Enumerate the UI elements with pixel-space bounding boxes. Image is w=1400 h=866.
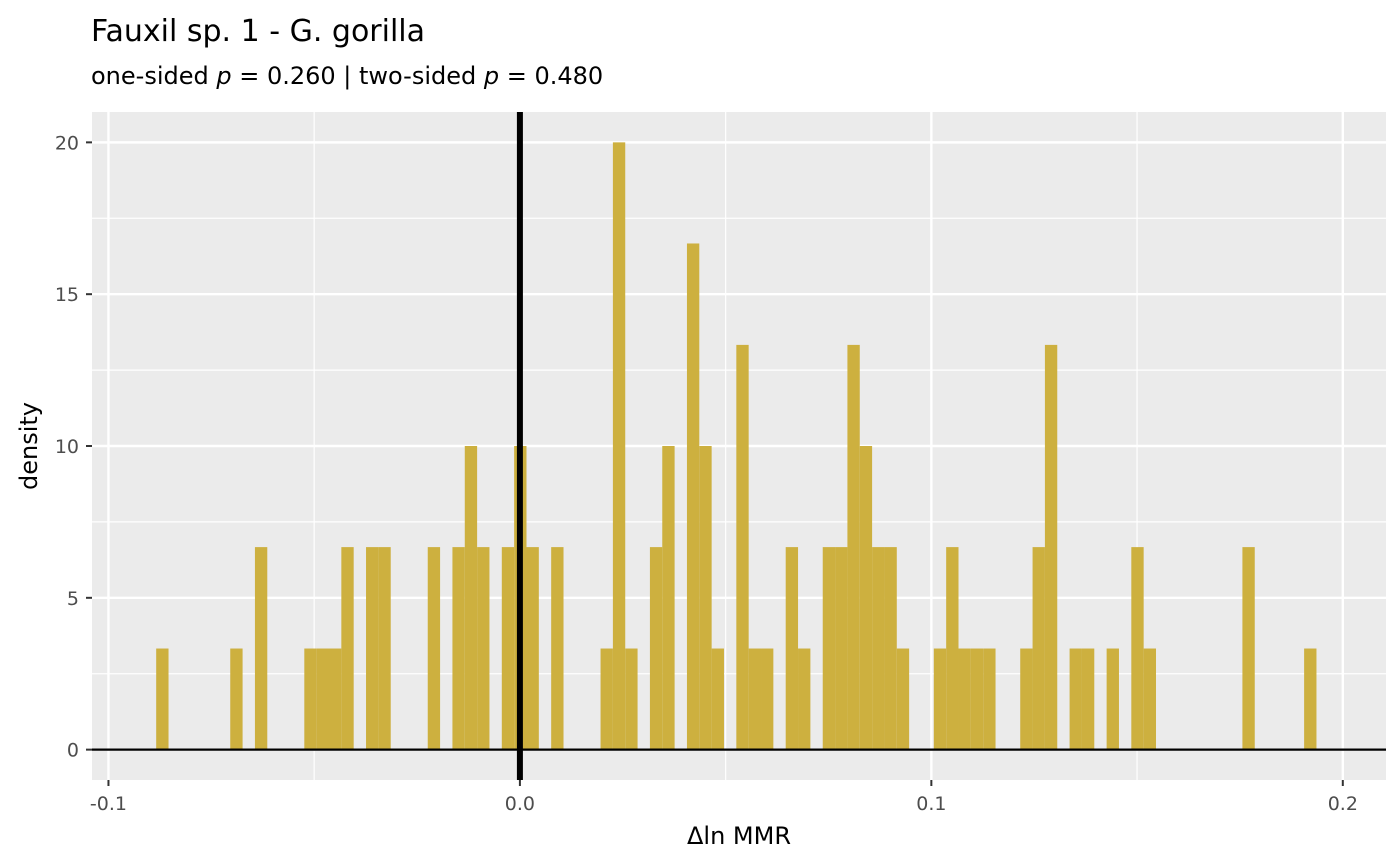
histogram-bar	[1304, 648, 1317, 750]
x-tick-label: 0.0	[505, 793, 535, 815]
histogram-bar	[1081, 648, 1095, 750]
histogram-bar	[625, 648, 638, 750]
subtitle-two-sided-value: = 0.480	[499, 62, 603, 90]
histogram-bar	[464, 446, 478, 750]
histogram-bar	[896, 648, 910, 750]
y-tick-label: 0	[67, 740, 79, 762]
subtitle-separator: | two-sided	[336, 62, 484, 90]
y-tick-label: 10	[55, 436, 79, 458]
histogram-bar	[970, 648, 984, 750]
x-tick-label: 0.1	[916, 793, 946, 815]
histogram-bar	[958, 648, 971, 750]
histogram-bar	[612, 142, 626, 750]
histogram-bar	[859, 446, 873, 750]
subtitle-p-symbol-one: p	[215, 62, 231, 90]
histogram-bar	[1242, 547, 1255, 750]
histogram-bar	[946, 547, 959, 750]
histogram-bar	[378, 547, 391, 750]
histogram-bar	[1044, 344, 1058, 750]
histogram-bar	[156, 648, 169, 750]
subtitle-p-symbol-two: p	[483, 62, 499, 90]
x-tick-label: -0.1	[90, 793, 127, 815]
subtitle-one-sided-prefix: one-sided	[91, 62, 216, 90]
x-tick-label: 0.2	[1328, 793, 1358, 815]
y-tick-label: 20	[55, 132, 79, 154]
y-axis-title: density	[15, 402, 43, 490]
histogram-bar	[427, 547, 441, 750]
histogram-bar	[983, 648, 996, 750]
histogram-bar	[501, 547, 515, 750]
histogram-bar	[254, 547, 268, 750]
y-tick-label: 5	[67, 588, 79, 610]
x-axis-title: Δln MMR	[687, 822, 791, 850]
histogram-bar	[822, 547, 836, 750]
histogram-bar	[452, 547, 465, 750]
histogram-bar	[711, 648, 724, 750]
x-axis: -0.1 0.0 0.1 0.2	[90, 780, 1358, 815]
histogram-bar	[316, 648, 329, 750]
histogram-bar	[1143, 648, 1157, 750]
histogram-bar	[835, 547, 848, 750]
histogram-bar	[1069, 648, 1082, 750]
chart-subtitle: one-sided p = 0.260 | two-sided p = 0.48…	[91, 62, 603, 90]
histogram-bar	[1032, 547, 1045, 750]
histogram-bar	[662, 446, 675, 750]
histogram-bar	[748, 648, 762, 750]
histogram-bar	[736, 344, 749, 750]
histogram-bar	[366, 547, 379, 750]
histogram-bar	[1131, 547, 1144, 750]
histogram-bar	[884, 547, 897, 750]
histogram-bar	[341, 547, 354, 750]
histogram-bar	[477, 547, 490, 750]
histogram-bar	[699, 446, 712, 750]
y-axis: 0 5 10 15 20	[55, 132, 92, 762]
histogram-bar	[551, 547, 564, 750]
histogram-bars	[156, 142, 1317, 750]
subtitle-one-sided-value: = 0.260	[232, 62, 336, 90]
histogram-bar	[872, 547, 885, 750]
histogram-bar	[230, 648, 243, 750]
histogram-bar	[785, 547, 799, 750]
chart-title: Fauxil sp. 1 - G. gorilla	[91, 14, 425, 49]
histogram-bar	[328, 648, 342, 750]
histogram-bar	[304, 648, 317, 750]
y-tick-label: 15	[55, 284, 79, 306]
histogram-bar	[526, 547, 539, 750]
histogram-bar	[1020, 648, 1033, 750]
histogram-bar	[686, 243, 700, 750]
histogram-bar	[600, 648, 613, 750]
histogram-bar	[1106, 648, 1119, 750]
histogram-bar	[649, 547, 663, 750]
histogram-bar	[761, 648, 774, 750]
histogram-bar	[933, 648, 947, 750]
histogram-bar	[847, 344, 860, 750]
histogram-bar	[798, 648, 811, 750]
